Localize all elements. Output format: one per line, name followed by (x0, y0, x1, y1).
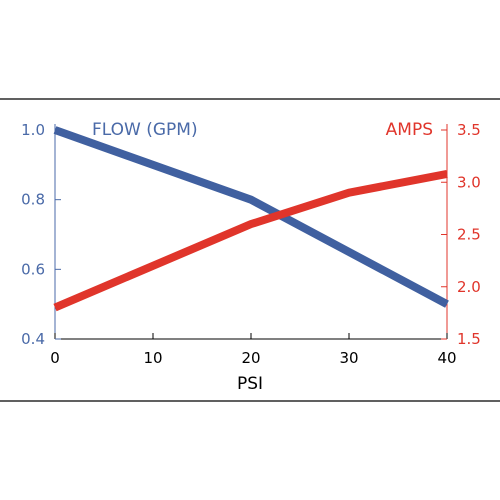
flow-legend-label: FLOW (GPM) (92, 120, 198, 140)
left-tick-label: 0.4 (21, 330, 45, 348)
left-tick-label: 0.8 (21, 191, 45, 209)
right-tick-label: 1.5 (457, 330, 481, 348)
right-tick-label: 2.5 (457, 226, 481, 244)
x-tick-label: 40 (437, 349, 456, 367)
series-group (53, 126, 449, 312)
x-axis-label: PSI (237, 374, 263, 394)
x-tick-label: 30 (339, 349, 358, 367)
axes-group (54, 124, 448, 340)
right-tick-label: 2.0 (457, 278, 481, 296)
amps-series-line (53, 169, 448, 312)
left-tick-label: 1.0 (21, 121, 45, 139)
x-tick-label: 0 (50, 349, 60, 367)
ticks-group: 0 10 20 30 40 1.0 0.8 0.6 0.4 3.5 3.0 2.5 2.0 1.5 (21, 121, 481, 367)
amps-legend-label: AMPS (386, 120, 433, 140)
flow-series-line (53, 126, 449, 308)
x-tick-label: 20 (241, 349, 260, 367)
right-tick-label: 3.0 (457, 173, 481, 191)
left-tick-label: 0.6 (21, 260, 45, 278)
x-tick-label: 10 (143, 349, 162, 367)
right-tick-label: 3.5 (457, 121, 481, 139)
